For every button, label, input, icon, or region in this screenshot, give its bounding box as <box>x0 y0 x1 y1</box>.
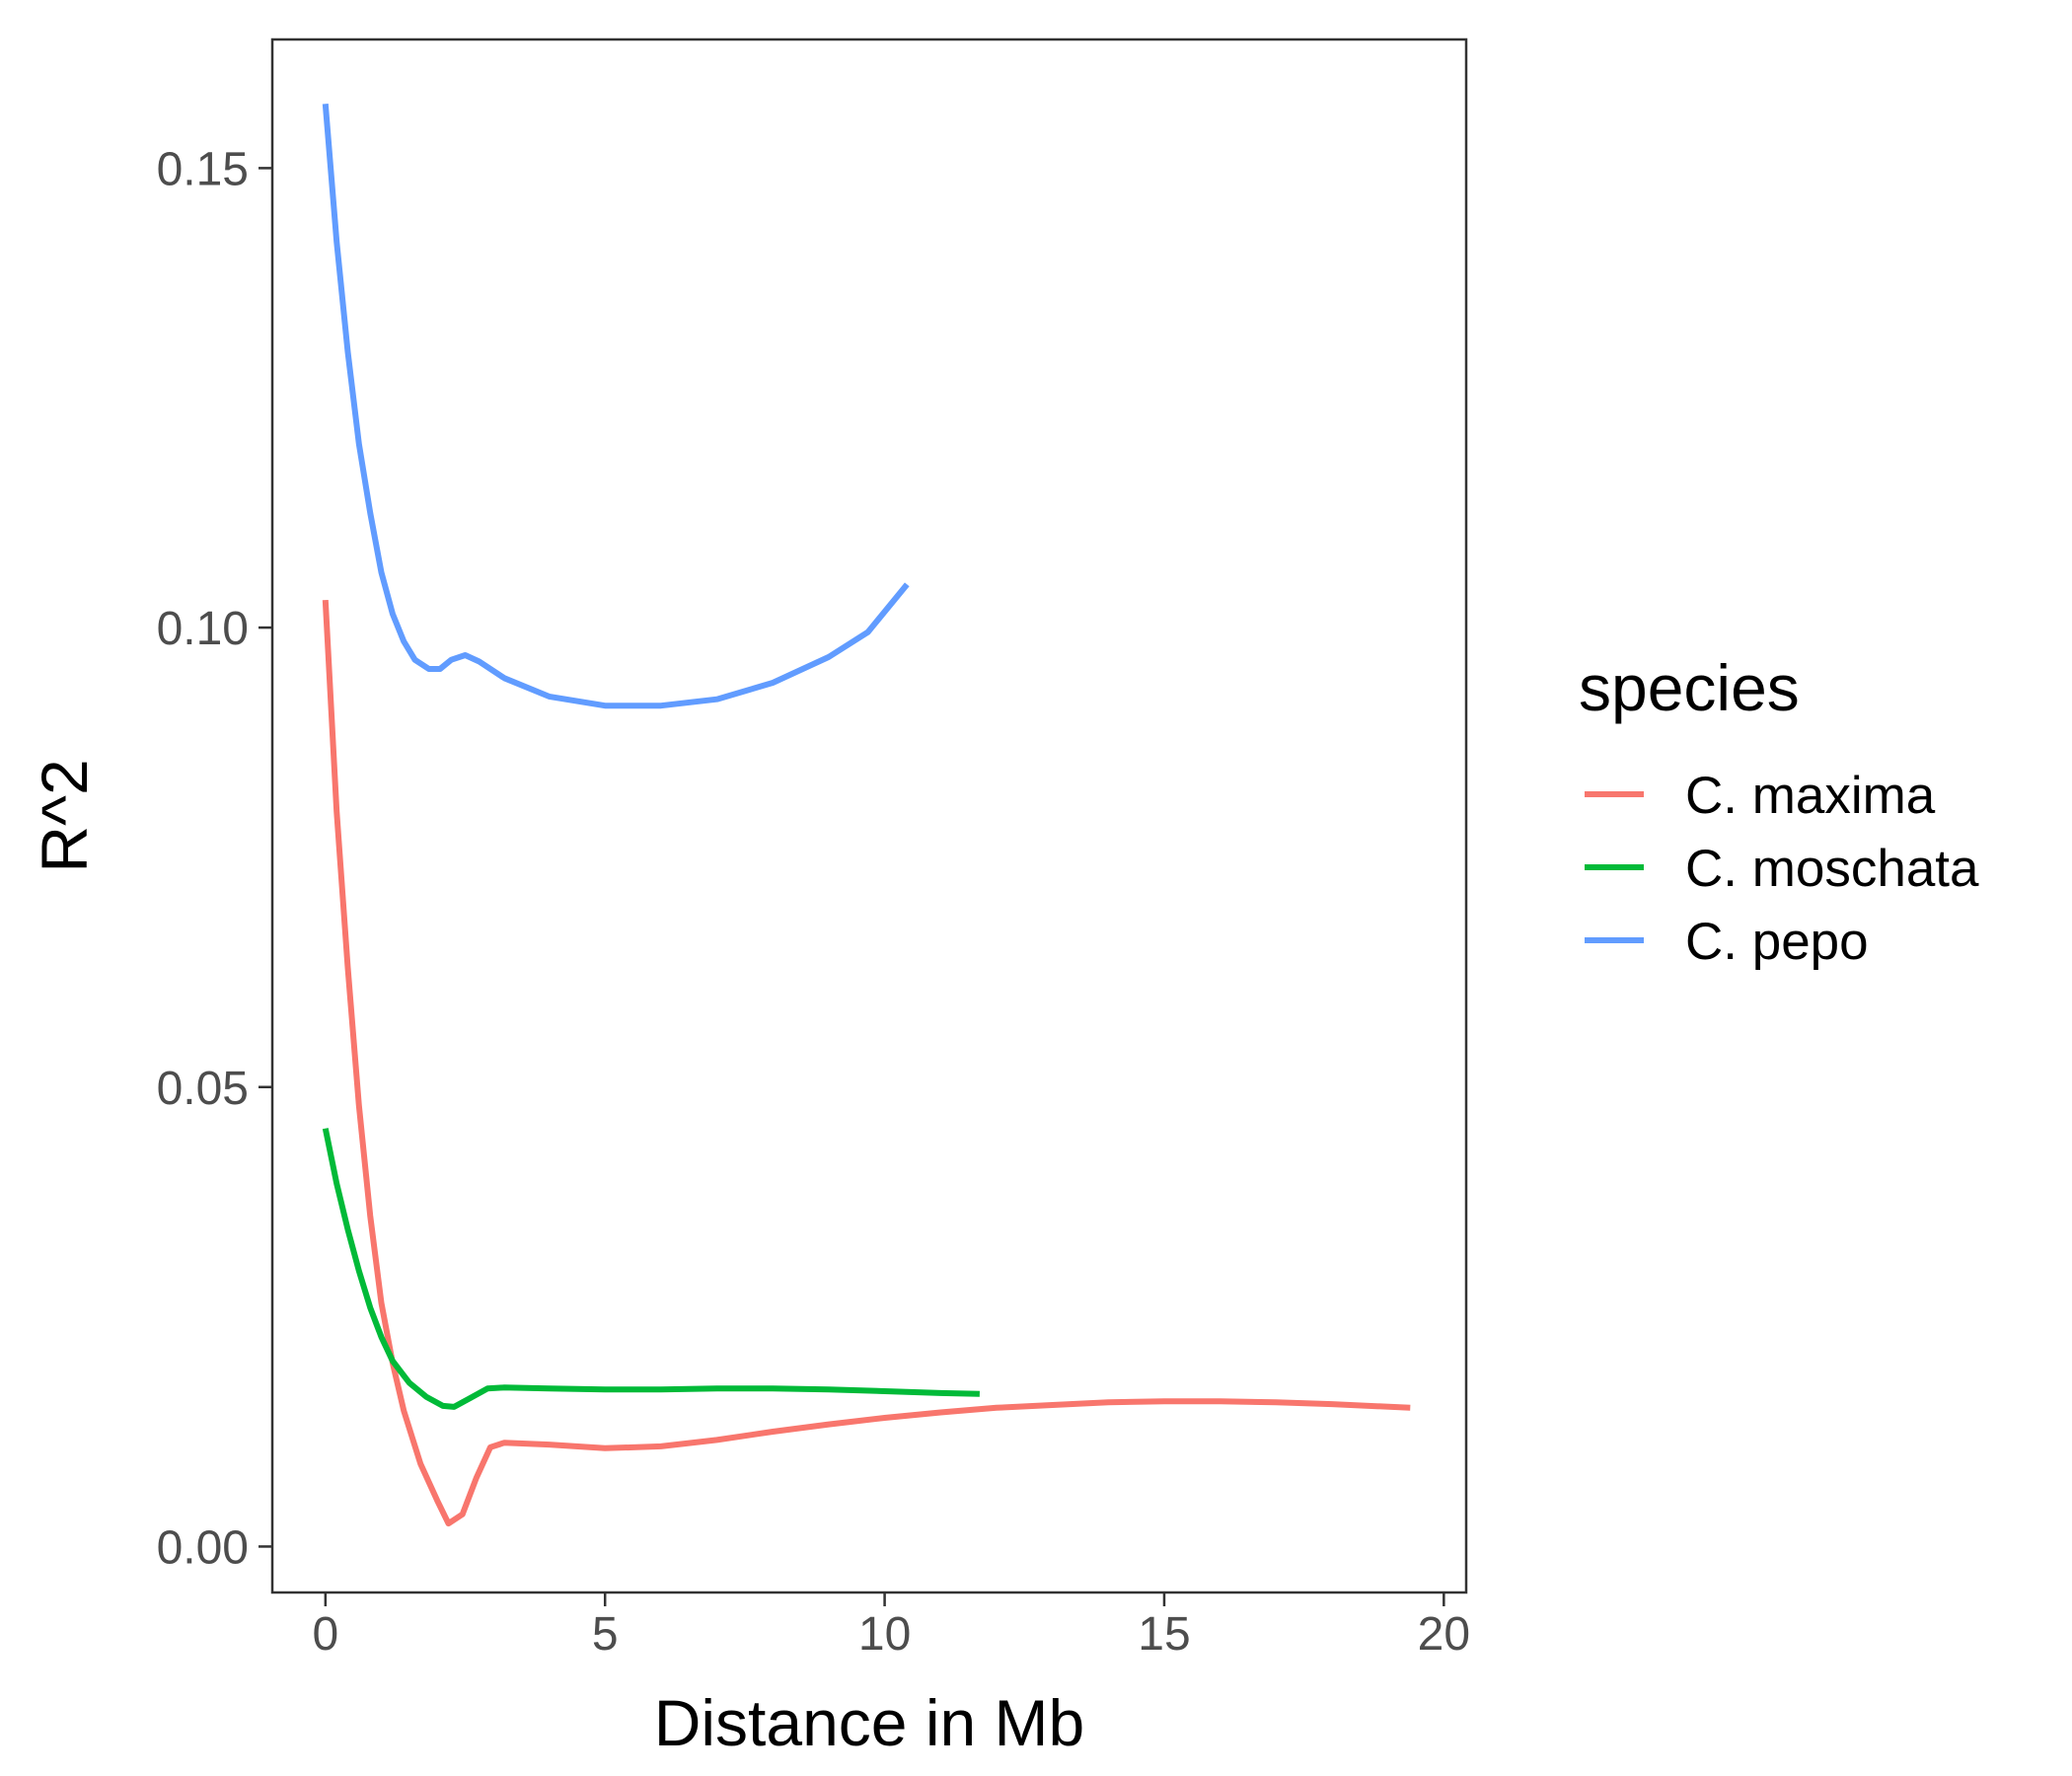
y-tick-label: 0.15 <box>157 143 249 195</box>
x-tick-label: 20 <box>1418 1608 1470 1661</box>
series-line-c-moschata <box>322 1128 980 1410</box>
x-tick-label: 5 <box>592 1608 619 1661</box>
series-line-c-maxima <box>322 599 1411 1527</box>
y-tick-label: 0.00 <box>157 1521 249 1574</box>
panel-border <box>270 37 1468 1594</box>
y-axis-title: R^2 <box>28 759 101 872</box>
legend-items: C. maxima C. moschata C. pepo <box>1585 767 1979 971</box>
y-axis: 0.00 0.05 0.10 0.15 <box>157 143 272 1574</box>
legend-label: C. pepo <box>1685 913 1869 971</box>
x-axis-title: Distance in Mb <box>654 1686 1085 1759</box>
y-tick-label: 0.10 <box>157 603 249 655</box>
legend: species C. maxima C. moschata C. pepo <box>1579 651 1979 971</box>
legend-title: species <box>1579 651 1800 724</box>
series-line-c-pepo <box>322 103 910 709</box>
x-tick-label: 0 <box>312 1608 338 1661</box>
x-axis: 0 5 10 15 20 <box>312 1592 1470 1661</box>
legend-label: C. maxima <box>1685 767 1936 825</box>
x-tick-label: 15 <box>1138 1608 1190 1661</box>
legend-label: C. moschata <box>1685 840 1979 898</box>
y-tick-label: 0.05 <box>157 1063 249 1115</box>
x-tick-label: 10 <box>858 1608 911 1661</box>
series-lines <box>322 103 1411 1527</box>
